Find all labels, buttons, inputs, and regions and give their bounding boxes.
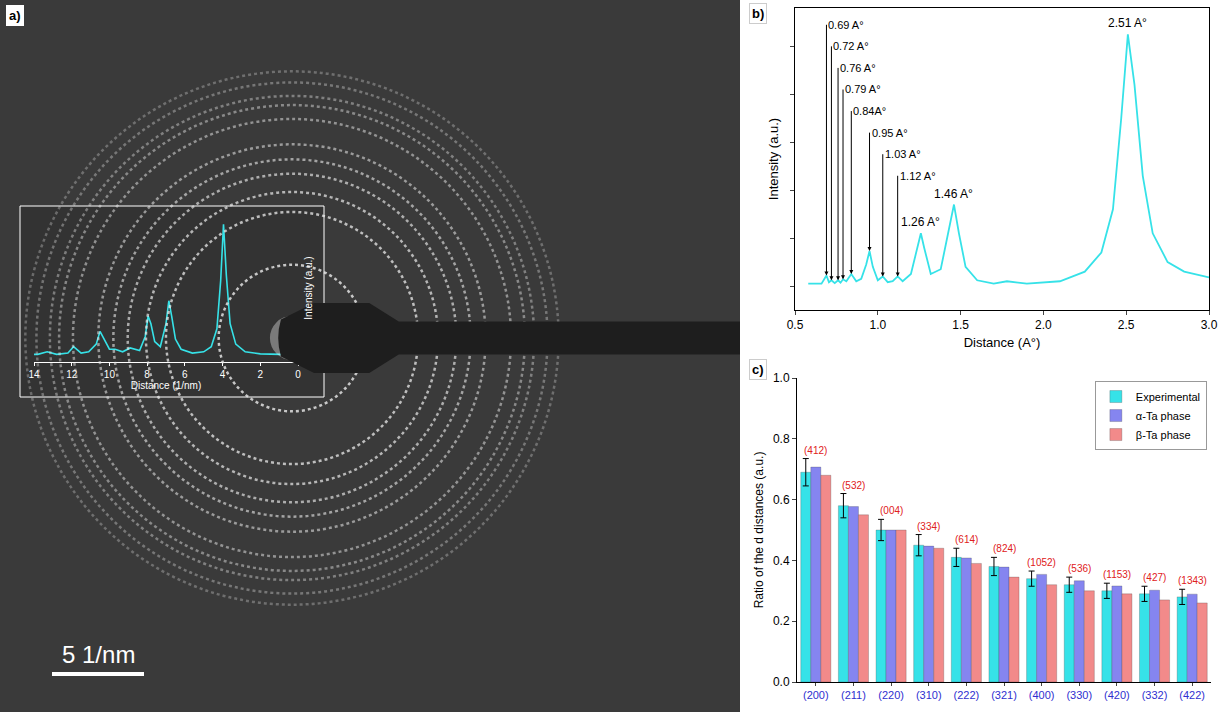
svg-text:2: 2 [258,369,264,380]
svg-text:(412): (412) [804,445,827,456]
svg-text:(321): (321) [991,689,1017,701]
svg-text:Distance (A°): Distance (A°) [964,335,1041,350]
svg-text:1.5: 1.5 [952,318,969,332]
svg-text:(824): (824) [993,543,1016,554]
svg-text:(211): (211) [841,689,866,701]
svg-text:0.4: 0.4 [773,554,790,568]
svg-text:(614): (614) [955,534,978,545]
svg-text:(200): (200) [803,689,829,701]
svg-text:1.46 A°: 1.46 A° [934,187,973,201]
svg-text:c): c) [752,362,764,377]
svg-text:0.69 A°: 0.69 A° [828,19,864,31]
svg-text:3.0: 3.0 [1201,318,1218,332]
svg-text:1.0: 1.0 [773,371,790,385]
svg-text:Experimental: Experimental [1136,391,1200,403]
svg-text:5 1/nm: 5 1/nm [62,641,135,668]
svg-text:(310): (310) [916,689,942,701]
svg-text:1.03 A°: 1.03 A° [885,148,921,160]
svg-text:0.84A°: 0.84A° [853,105,886,117]
svg-text:β-Ta phase: β-Ta phase [1136,429,1191,441]
svg-text:(222): (222) [954,689,980,701]
svg-text:1.12 A°: 1.12 A° [900,170,936,182]
svg-text:10: 10 [104,369,116,380]
svg-text:0.8: 0.8 [773,432,790,446]
svg-text:(422): (422) [1179,689,1205,701]
svg-text:Intensity (a.u.): Intensity (a.u.) [303,256,314,319]
svg-text:0.79 A°: 0.79 A° [845,83,881,95]
svg-text:(330): (330) [1066,689,1092,701]
svg-text:(1153): (1153) [1103,569,1131,580]
svg-text:(1343): (1343) [1178,575,1207,586]
svg-text:0.72 A°: 0.72 A° [833,40,869,52]
svg-text:2.0: 2.0 [1035,318,1052,332]
svg-text:(420): (420) [1104,689,1130,701]
svg-text:a): a) [9,8,21,23]
svg-text:α-Ta phase: α-Ta phase [1136,410,1191,422]
svg-text:4: 4 [220,369,226,380]
svg-text:14: 14 [28,369,40,380]
svg-text:(532): (532) [842,480,865,491]
svg-text:Ratio of the d distances (a.u.: Ratio of the d distances (a.u.) [752,452,766,609]
svg-text:0.6: 0.6 [773,493,790,507]
svg-text:0.5: 0.5 [787,318,804,332]
svg-text:0.95 A°: 0.95 A° [872,127,908,139]
svg-text:2.5: 2.5 [1118,318,1135,332]
svg-text:Distance (1/nm): Distance (1/nm) [131,380,202,391]
svg-text:0.0: 0.0 [773,675,790,689]
svg-text:b): b) [752,6,764,21]
svg-text:1.26 A°: 1.26 A° [901,215,940,229]
svg-text:(332): (332) [1142,689,1168,701]
svg-text:(1052): (1052) [1027,557,1056,568]
svg-text:Intensity (a.u.): Intensity (a.u.) [766,118,781,200]
svg-text:(004): (004) [880,505,903,516]
svg-text:(220): (220) [878,689,904,701]
svg-text:2.51 A°: 2.51 A° [1108,16,1147,30]
svg-text:8: 8 [144,369,150,380]
svg-text:(334): (334) [917,521,940,532]
svg-text:6: 6 [182,369,188,380]
svg-text:0.76 A°: 0.76 A° [840,62,876,74]
svg-text:(427): (427) [1143,572,1166,583]
svg-text:0: 0 [295,369,301,380]
svg-text:1.0: 1.0 [869,318,886,332]
svg-text:0.2: 0.2 [773,614,790,628]
svg-text:(400): (400) [1029,689,1055,701]
svg-text:(536): (536) [1068,563,1091,574]
svg-text:12: 12 [66,369,78,380]
